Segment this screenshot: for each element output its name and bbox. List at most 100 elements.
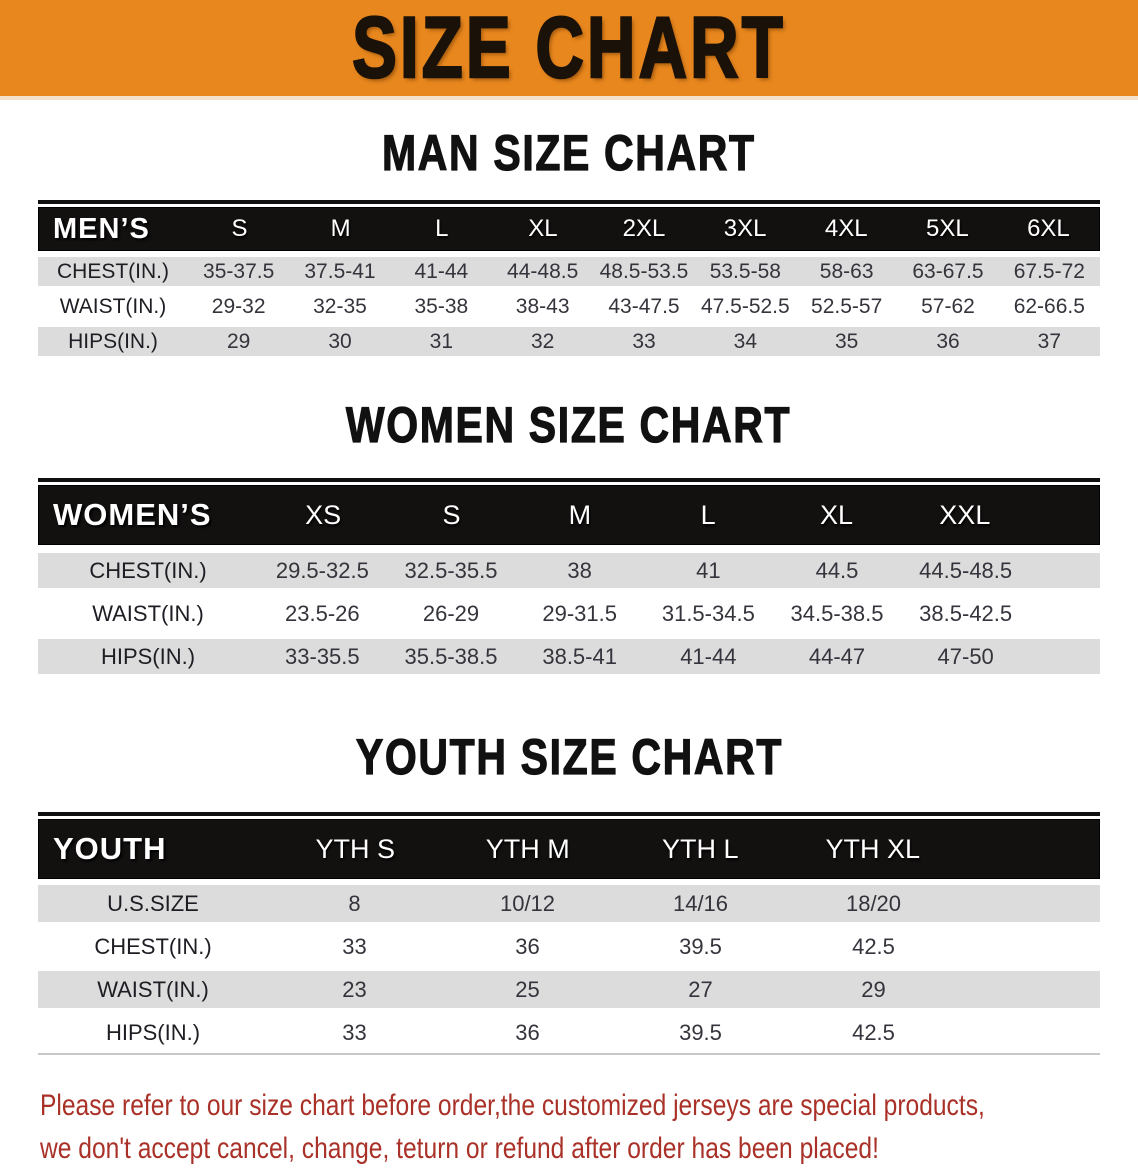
table-cell: 38 (567, 557, 592, 583)
womens-size-table: WOMEN’S XS S M L XL XXL CHEST(IN.) 29.5-32.5 32.… (38, 478, 1100, 674)
column-header: XS (305, 499, 342, 530)
section-heading-man: MAN SIZE CHART (0, 124, 1138, 182)
table-cell: 48.5-53.5 (599, 259, 689, 283)
table-cell: 47.5-52.5 (700, 294, 790, 318)
table-cell: 63-67.5 (912, 259, 984, 283)
table-cell: 25 (515, 976, 540, 1002)
table-cell: 34 (733, 329, 757, 353)
table-cell: 36 (515, 933, 540, 959)
table-cell: 14/16 (672, 890, 729, 916)
column-header: S (442, 499, 461, 530)
column-header: YTH L (661, 833, 739, 864)
table-cell: 31.5-34.5 (661, 600, 755, 626)
table-cell: 44.5-48.5 (919, 557, 1013, 583)
table-cell: 41 (696, 557, 721, 583)
table-cell: 10/12 (499, 890, 556, 916)
size-chart-banner: SIZE CHART (0, 0, 1138, 100)
table-cell: 44-48.5 (507, 259, 579, 283)
table-row: HIPS(IN.) 33 36 39.5 42.5 (38, 1014, 1100, 1051)
column-header: XL (528, 215, 558, 242)
column-header: 4XL (824, 215, 868, 242)
table-cell: 35 (834, 329, 859, 353)
table-cell: 67.5-72 (1013, 259, 1085, 283)
table-header: WOMEN’S XS S M L XL XXL (38, 485, 1100, 545)
youth-size-chart-title: YOUTH SIZE CHART (355, 728, 783, 785)
man-size-chart-title: MAN SIZE CHART (382, 124, 756, 181)
table-row: CHEST(IN.) 29.5-32.5 32.5-35.5 38 41 44.5 44.5… (38, 553, 1100, 588)
table-cell: 52.5-57 (811, 294, 883, 318)
table-cell: 43-47.5 (608, 294, 680, 318)
table-cell: 39.5 (679, 1019, 722, 1045)
column-header: XXL (939, 499, 991, 530)
table-cell: 34.5-38.5 (790, 600, 884, 626)
table-cell: 18/20 (845, 890, 902, 916)
row-label: CHEST(IN.) (57, 259, 169, 283)
table-header: YOUTH YTH S YTH M YTH L YTH XL (38, 819, 1100, 879)
disclaimer-line-1: Please refer to our size chart before or… (40, 1089, 985, 1122)
row-label: HIPS(IN.) (68, 329, 158, 353)
column-header: M (568, 499, 592, 530)
table-cell: 36 (515, 1019, 540, 1045)
table-row: WAIST(IN.) 29-32 32-35 35-38 38-43 43-47.5 47.… (38, 292, 1100, 321)
women-size-chart-title: WOMEN SIZE CHART (346, 396, 792, 453)
table-row: CHEST(IN.) 35-37.5 37.5-41 41-44 44-48.5 48.5… (38, 257, 1100, 286)
column-header: YTH XL (825, 833, 921, 864)
table-cell: 29-32 (211, 294, 266, 318)
table-cell: 35.5-38.5 (404, 643, 498, 669)
table-cell: 33-35.5 (285, 643, 360, 669)
column-header: YTH M (485, 833, 570, 864)
table-cell: 29-31.5 (542, 600, 617, 626)
row-label: U.S.SIZE (107, 890, 199, 916)
table-cell: 33 (632, 329, 656, 353)
table-cell: 29 (226, 329, 251, 353)
row-label: HIPS(IN.) (105, 1019, 201, 1045)
table-cell: 32-35 (313, 294, 367, 318)
table-row: WAIST(IN.) 23 25 27 29 (38, 971, 1100, 1008)
table-cell: 53.5-58 (709, 259, 781, 283)
table-cell: 42.5 (852, 1019, 895, 1045)
column-header: YTH S (315, 833, 395, 864)
table-cell: 36 (936, 329, 960, 353)
table-cell: 35-38 (414, 294, 469, 318)
table-cell: 37 (1037, 329, 1061, 353)
banner-title: SIZE CHART (351, 0, 786, 97)
column-header: S (231, 215, 248, 242)
table-cell: 27 (688, 976, 713, 1002)
table-cell: 62-66.5 (1013, 294, 1085, 318)
section-heading-women: WOMEN SIZE CHART (0, 396, 1138, 454)
section-heading-youth: YOUTH SIZE CHART (0, 728, 1138, 786)
table-cell: 57-62 (921, 294, 975, 318)
table-cell: 23.5-26 (285, 600, 360, 626)
disclaimer-line-2: we don't accept cancel, change, teturn o… (40, 1131, 879, 1165)
table-cell: 31 (429, 329, 453, 353)
table-cell: 38.5-41 (542, 643, 617, 669)
row-label: WAIST(IN.) (59, 294, 167, 318)
table-cell: 41-44 (680, 643, 737, 669)
table-row: U.S.SIZE 8 10/12 14/16 18/20 (38, 885, 1100, 922)
table-cell: 29 (861, 976, 886, 1002)
row-label: CHEST(IN.) (94, 933, 212, 959)
column-header: M (330, 215, 351, 242)
table-cell: 32.5-35.5 (404, 557, 498, 583)
table-cell: 29.5-32.5 (275, 557, 369, 583)
row-label: HIPS(IN.) (100, 643, 196, 669)
table-cell: 44.5 (815, 557, 859, 583)
table-cell: 58-63 (819, 259, 874, 283)
column-header: 6XL (1027, 215, 1070, 242)
column-header: 2XL (622, 215, 666, 242)
table-row: HIPS(IN.) 29 30 31 32 33 34 35 36 37 (38, 327, 1100, 356)
table-cell: 35-37.5 (203, 259, 275, 283)
column-header: L (435, 215, 449, 242)
youth-size-table: YOUTH YTH S YTH M YTH L YTH XL U.S.SIZE 8 10/1… (38, 812, 1100, 1055)
table-cell: 41-44 (414, 259, 469, 283)
column-header: XL (819, 499, 853, 530)
table-cell: 44-47 (808, 643, 866, 669)
table-cell: 32 (530, 329, 555, 353)
table-row: HIPS(IN.) 33-35.5 35.5-38.5 38.5-41 41-44 44-… (38, 639, 1100, 674)
table-title-cell: YOUTH (53, 831, 167, 866)
table-cell: 38-43 (515, 294, 570, 318)
table-title-cell: WOMEN’S (53, 497, 212, 532)
table-cell: 37.5-41 (304, 259, 376, 283)
table-cell: 30 (328, 329, 352, 353)
row-label: CHEST(IN.) (89, 557, 207, 583)
